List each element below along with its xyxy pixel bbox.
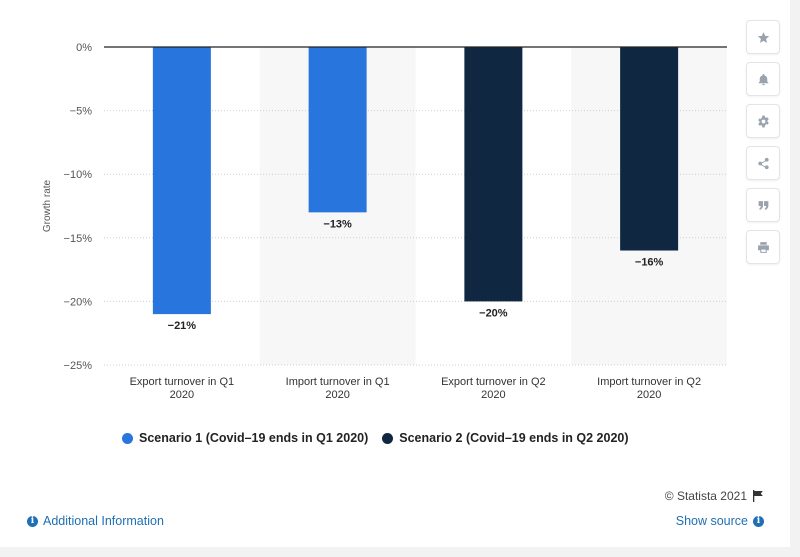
y-tick-label: −10% — [64, 169, 93, 181]
print-icon — [757, 241, 769, 253]
share-icon — [757, 157, 769, 169]
gear-icon — [757, 115, 769, 127]
x-tick-label: 2020 — [325, 389, 349, 401]
notification-button[interactable] — [746, 62, 780, 96]
x-tick-label: Export turnover in Q2 — [441, 376, 546, 388]
info-icon: i — [753, 515, 764, 527]
y-tick-label: −5% — [70, 106, 93, 118]
y-tick-label: 0% — [76, 42, 92, 54]
settings-button[interactable] — [746, 104, 780, 138]
bar — [152, 47, 211, 315]
bar-chart: 0% −5% −10% −15% −20% −25% Growth rate −21% Expo… — [42, 42, 727, 401]
side-toolbar — [746, 20, 780, 272]
bell-icon — [758, 73, 768, 85]
data-label: −16% — [635, 257, 664, 269]
star-icon — [757, 31, 769, 43]
bar — [308, 47, 367, 213]
show-source-label: Show source — [675, 514, 748, 528]
chart-legend: Scenario 1 (Covid–19 ends in Q1 2020) Sc… — [122, 429, 643, 447]
print-button[interactable] — [746, 230, 780, 264]
favorite-button[interactable] — [746, 20, 780, 54]
y-tick-label: −25% — [64, 360, 93, 372]
chart-card: 0% −5% −10% −15% −20% −25% Growth rate −21% Expo… — [0, 0, 790, 547]
legend-label-scenario-2: Scenario 2 (Covid–19 ends in Q2 2020) — [399, 431, 629, 445]
bar — [464, 47, 523, 302]
share-button[interactable] — [746, 146, 780, 180]
x-tick-label: Import turnover in Q1 — [286, 376, 390, 388]
y-tick-label: −20% — [64, 296, 93, 308]
info-icon: i — [27, 515, 38, 527]
flag-icon[interactable] — [752, 490, 764, 502]
legend-marker-scenario-2 — [382, 432, 394, 444]
statista-credit: © Statista 2021 — [665, 489, 764, 503]
y-tick-label: −15% — [64, 233, 93, 245]
additional-information-link[interactable]: i Additional Information — [27, 514, 164, 528]
quote-icon — [758, 200, 768, 210]
data-label: −21% — [168, 320, 197, 332]
y-axis-title: Growth rate — [42, 179, 53, 232]
show-source-link[interactable]: Show source i — [676, 514, 764, 528]
bar — [620, 47, 679, 251]
legend-item-scenario-2[interactable]: Scenario 2 (Covid–19 ends in Q2 2020) — [382, 431, 629, 445]
cite-button[interactable] — [746, 188, 780, 222]
x-tick-label: Export turnover in Q1 — [130, 376, 235, 388]
additional-information-label: Additional Information — [43, 514, 164, 528]
credit-text: © Statista 2021 — [664, 489, 747, 503]
legend-item-scenario-1[interactable]: Scenario 1 (Covid–19 ends in Q1 2020) — [122, 431, 368, 445]
x-tick-label: 2020 — [170, 389, 194, 401]
x-tick-label: Import turnover in Q2 — [597, 376, 701, 388]
x-tick-label: 2020 — [481, 389, 505, 401]
x-tick-label: 2020 — [637, 389, 661, 401]
data-label: −20% — [479, 307, 508, 319]
legend-marker-scenario-1 — [122, 432, 133, 444]
data-label: −13% — [323, 218, 352, 230]
legend-label-scenario-1: Scenario 1 (Covid–19 ends in Q1 2020) — [139, 431, 369, 445]
